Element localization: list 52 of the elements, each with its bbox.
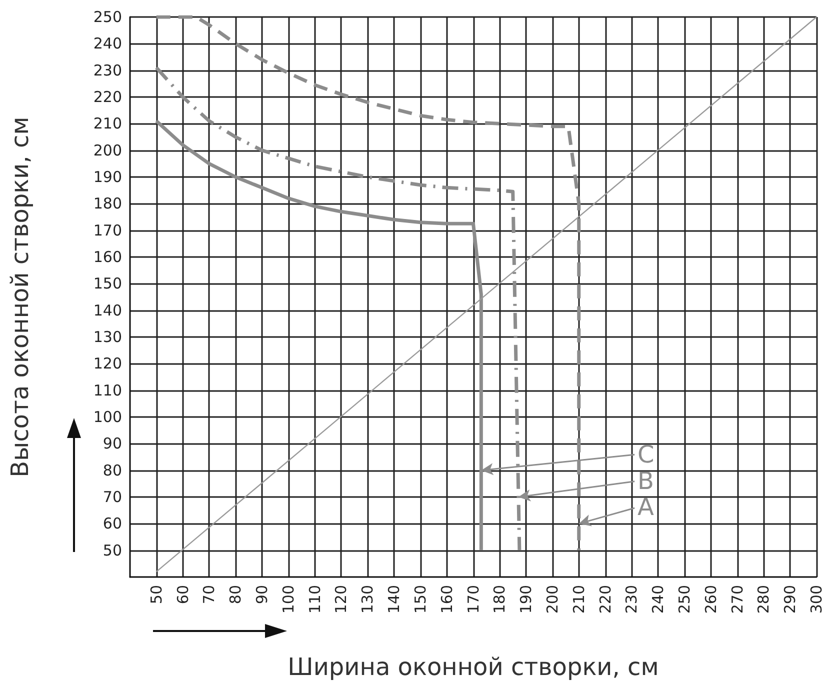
y-axis-title: Высота оконной створки, см	[6, 116, 34, 478]
x-tick-label: 160	[438, 585, 456, 614]
x-tick-label: 50	[147, 585, 166, 604]
x-tick-label: 150	[411, 585, 430, 614]
x-tick-label: 60	[174, 585, 192, 604]
x-tick-label: 90	[253, 585, 272, 604]
y-tick-label: 160	[93, 248, 122, 266]
annotation: A	[637, 493, 654, 522]
x-tick-label: 80	[226, 585, 245, 604]
y-tick-label: 70	[102, 488, 122, 506]
x-tick-label: 180	[490, 585, 509, 614]
y-tick-label: 240	[93, 34, 122, 53]
x-tick-label: 280	[754, 585, 773, 614]
x-tick-label: 120	[332, 585, 350, 614]
x-tick-label: 240	[649, 585, 668, 614]
x-tick-label: 140	[385, 585, 404, 614]
x-tick-label: 130	[358, 585, 377, 614]
x-tick-label: 110	[306, 585, 324, 614]
y-tick-label: 150	[93, 274, 122, 293]
x-tick-label: 100	[279, 585, 298, 614]
x-tick-label: 190	[517, 585, 536, 614]
annotation: C	[638, 440, 654, 468]
annotation: B	[638, 466, 654, 495]
x-axis-title: Ширина оконной створки, см	[288, 653, 659, 681]
y-tick-label: 220	[93, 88, 122, 106]
x-tick-label: 270	[728, 585, 746, 614]
y-tick-label: 50	[102, 541, 122, 560]
y-tick-label: 130	[93, 328, 122, 346]
y-tick-label: 110	[93, 381, 122, 400]
y-tick-label: 190	[93, 168, 122, 186]
y-tick-label: 120	[93, 354, 122, 373]
y-tick-label: 90	[102, 434, 122, 453]
y-tick-label: 80	[102, 461, 122, 480]
y-tick-label: 250	[93, 8, 122, 26]
x-tick-label: 200	[543, 585, 562, 614]
y-tick-label: 200	[93, 141, 122, 160]
y-tick-label: 170	[93, 221, 122, 240]
x-tick-label: 170	[464, 585, 482, 614]
y-tick-label: 60	[102, 514, 122, 533]
x-tick-label: 70	[200, 585, 218, 604]
y-tick-label: 210	[93, 114, 122, 133]
x-tick-label: 230	[622, 585, 641, 614]
x-tick-label: 250	[675, 585, 694, 614]
x-tick-label: 290	[781, 585, 800, 614]
x-tick-label: 300	[808, 585, 824, 614]
y-tick-label: 180	[93, 194, 122, 213]
y-tick-label: 140	[93, 301, 122, 320]
x-tick-label: 210	[570, 585, 588, 614]
y-tick-label: 100	[93, 408, 122, 426]
x-tick-label: 260	[702, 585, 720, 614]
x-tick-label: 220	[596, 585, 614, 614]
y-tick-label: 230	[93, 61, 122, 80]
